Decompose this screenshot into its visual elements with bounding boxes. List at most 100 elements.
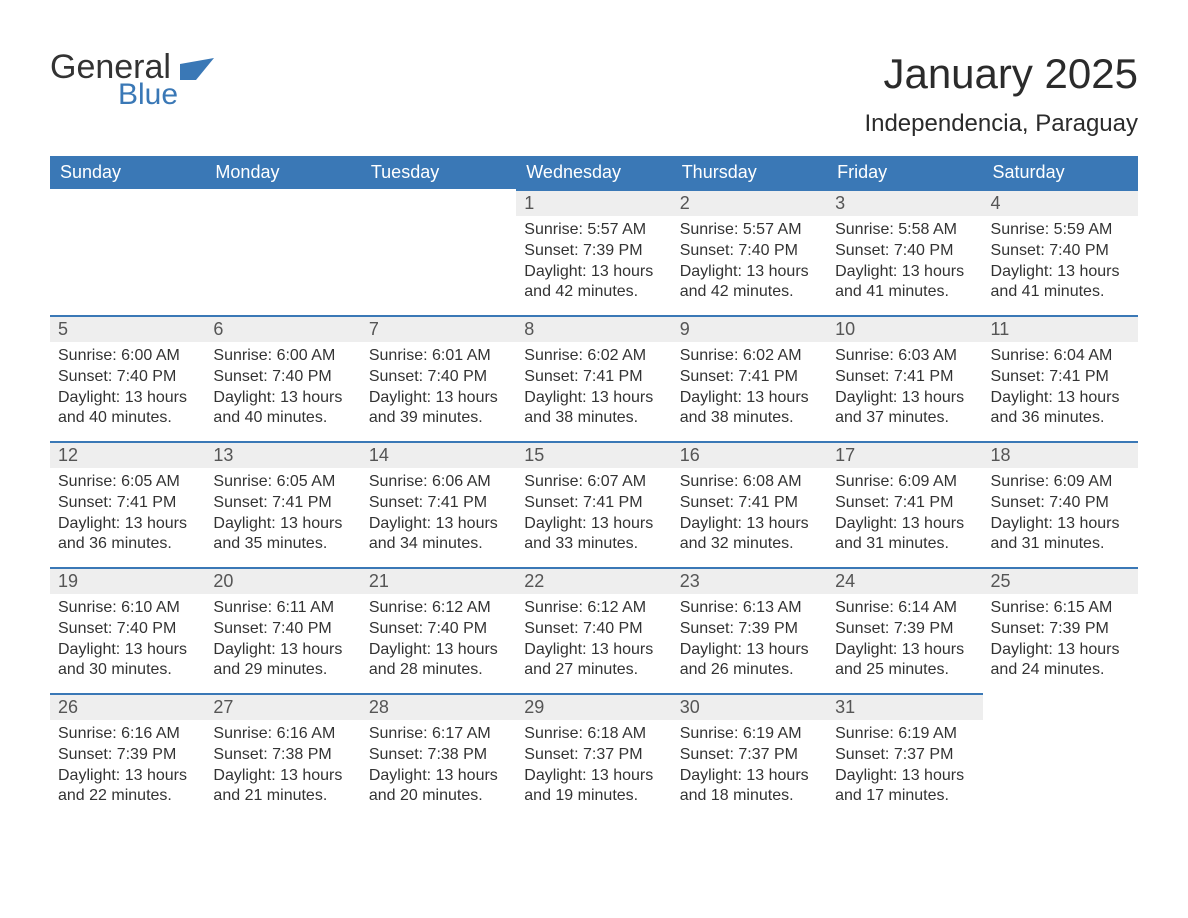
day-number: 15 [516, 441, 671, 468]
daylight-text-2: and 25 minutes. [835, 660, 974, 681]
calendar-day: 3Sunrise: 5:58 AMSunset: 7:40 PMDaylight… [827, 189, 982, 315]
calendar-table: SundayMondayTuesdayWednesdayThursdayFrid… [50, 156, 1138, 819]
daylight-text-2: and 37 minutes. [835, 408, 974, 429]
weekday-header: Tuesday [361, 156, 516, 189]
sunrise-text: Sunrise: 6:16 AM [58, 724, 197, 745]
sunrise-text: Sunrise: 6:11 AM [213, 598, 352, 619]
day-body: Sunrise: 6:15 AMSunset: 7:39 PMDaylight:… [983, 594, 1138, 689]
calendar-day: 8Sunrise: 6:02 AMSunset: 7:41 PMDaylight… [516, 315, 671, 441]
daylight-text-1: Daylight: 13 hours [524, 262, 663, 283]
day-body: Sunrise: 6:07 AMSunset: 7:41 PMDaylight:… [516, 468, 671, 563]
day-body: Sunrise: 6:16 AMSunset: 7:39 PMDaylight:… [50, 720, 205, 815]
daylight-text-2: and 40 minutes. [58, 408, 197, 429]
sunrise-text: Sunrise: 6:00 AM [213, 346, 352, 367]
day-number: 27 [205, 693, 360, 720]
calendar-day: 15Sunrise: 6:07 AMSunset: 7:41 PMDayligh… [516, 441, 671, 567]
daylight-text-1: Daylight: 13 hours [58, 640, 197, 661]
sunrise-text: Sunrise: 6:00 AM [58, 346, 197, 367]
sunset-text: Sunset: 7:37 PM [680, 745, 819, 766]
day-body: Sunrise: 6:14 AMSunset: 7:39 PMDaylight:… [827, 594, 982, 689]
daylight-text-1: Daylight: 13 hours [58, 766, 197, 787]
sunset-text: Sunset: 7:40 PM [58, 619, 197, 640]
daylight-text-1: Daylight: 13 hours [680, 514, 819, 535]
daylight-text-1: Daylight: 13 hours [369, 514, 508, 535]
daylight-text-2: and 38 minutes. [680, 408, 819, 429]
sunrise-text: Sunrise: 6:15 AM [991, 598, 1130, 619]
sunset-text: Sunset: 7:41 PM [835, 367, 974, 388]
day-number: 5 [50, 315, 205, 342]
daylight-text-1: Daylight: 13 hours [835, 262, 974, 283]
day-body: Sunrise: 6:12 AMSunset: 7:40 PMDaylight:… [361, 594, 516, 689]
daylight-text-1: Daylight: 13 hours [213, 514, 352, 535]
sunset-text: Sunset: 7:40 PM [524, 619, 663, 640]
daylight-text-2: and 21 minutes. [213, 786, 352, 807]
sunrise-text: Sunrise: 6:01 AM [369, 346, 508, 367]
daylight-text-2: and 38 minutes. [524, 408, 663, 429]
sunrise-text: Sunrise: 5:57 AM [680, 220, 819, 241]
day-number: 8 [516, 315, 671, 342]
weekday-row: SundayMondayTuesdayWednesdayThursdayFrid… [50, 156, 1138, 189]
sunset-text: Sunset: 7:40 PM [680, 241, 819, 262]
calendar-head: SundayMondayTuesdayWednesdayThursdayFrid… [50, 156, 1138, 189]
sunset-text: Sunset: 7:41 PM [524, 493, 663, 514]
sunset-text: Sunset: 7:39 PM [835, 619, 974, 640]
logo: General Blue [50, 50, 214, 112]
day-number: 16 [672, 441, 827, 468]
daylight-text-2: and 31 minutes. [835, 534, 974, 555]
sunset-text: Sunset: 7:39 PM [680, 619, 819, 640]
sunset-text: Sunset: 7:41 PM [58, 493, 197, 514]
day-body: Sunrise: 6:00 AMSunset: 7:40 PMDaylight:… [50, 342, 205, 437]
daylight-text-2: and 35 minutes. [213, 534, 352, 555]
day-body: Sunrise: 6:12 AMSunset: 7:40 PMDaylight:… [516, 594, 671, 689]
day-number: 3 [827, 189, 982, 216]
weekday-header: Thursday [672, 156, 827, 189]
sunrise-text: Sunrise: 6:04 AM [991, 346, 1130, 367]
sunset-text: Sunset: 7:40 PM [369, 619, 508, 640]
sunset-text: Sunset: 7:41 PM [835, 493, 974, 514]
sunset-text: Sunset: 7:41 PM [213, 493, 352, 514]
daylight-text-2: and 17 minutes. [835, 786, 974, 807]
sunrise-text: Sunrise: 6:02 AM [524, 346, 663, 367]
daylight-text-1: Daylight: 13 hours [680, 640, 819, 661]
daylight-text-1: Daylight: 13 hours [991, 262, 1130, 283]
calendar-day [205, 189, 360, 315]
daylight-text-1: Daylight: 13 hours [58, 514, 197, 535]
calendar-week: 12Sunrise: 6:05 AMSunset: 7:41 PMDayligh… [50, 441, 1138, 567]
calendar-day [361, 189, 516, 315]
daylight-text-2: and 30 minutes. [58, 660, 197, 681]
day-number: 28 [361, 693, 516, 720]
daylight-text-2: and 22 minutes. [58, 786, 197, 807]
sunrise-text: Sunrise: 6:06 AM [369, 472, 508, 493]
day-number: 30 [672, 693, 827, 720]
daylight-text-2: and 29 minutes. [213, 660, 352, 681]
day-body: Sunrise: 6:19 AMSunset: 7:37 PMDaylight:… [672, 720, 827, 815]
day-body: Sunrise: 6:10 AMSunset: 7:40 PMDaylight:… [50, 594, 205, 689]
logo-flag-icon [180, 58, 214, 80]
calendar-day: 12Sunrise: 6:05 AMSunset: 7:41 PMDayligh… [50, 441, 205, 567]
day-body: Sunrise: 5:57 AMSunset: 7:40 PMDaylight:… [672, 216, 827, 311]
weekday-header: Saturday [983, 156, 1138, 189]
daylight-text-1: Daylight: 13 hours [524, 766, 663, 787]
calendar-day: 26Sunrise: 6:16 AMSunset: 7:39 PMDayligh… [50, 693, 205, 819]
calendar-day: 18Sunrise: 6:09 AMSunset: 7:40 PMDayligh… [983, 441, 1138, 567]
day-body: Sunrise: 5:57 AMSunset: 7:39 PMDaylight:… [516, 216, 671, 311]
header: General Blue January 2025 Independencia,… [50, 50, 1138, 138]
daylight-text-1: Daylight: 13 hours [991, 388, 1130, 409]
day-number: 4 [983, 189, 1138, 216]
daylight-text-1: Daylight: 13 hours [524, 388, 663, 409]
daylight-text-2: and 40 minutes. [213, 408, 352, 429]
daylight-text-1: Daylight: 13 hours [835, 766, 974, 787]
day-body: Sunrise: 6:16 AMSunset: 7:38 PMDaylight:… [205, 720, 360, 815]
calendar-day: 27Sunrise: 6:16 AMSunset: 7:38 PMDayligh… [205, 693, 360, 819]
day-body: Sunrise: 6:17 AMSunset: 7:38 PMDaylight:… [361, 720, 516, 815]
sunset-text: Sunset: 7:37 PM [835, 745, 974, 766]
daylight-text-1: Daylight: 13 hours [213, 388, 352, 409]
sunrise-text: Sunrise: 5:58 AM [835, 220, 974, 241]
sunset-text: Sunset: 7:40 PM [58, 367, 197, 388]
day-number: 21 [361, 567, 516, 594]
daylight-text-1: Daylight: 13 hours [524, 514, 663, 535]
daylight-text-2: and 26 minutes. [680, 660, 819, 681]
sunset-text: Sunset: 7:40 PM [213, 619, 352, 640]
day-number: 20 [205, 567, 360, 594]
day-number: 6 [205, 315, 360, 342]
